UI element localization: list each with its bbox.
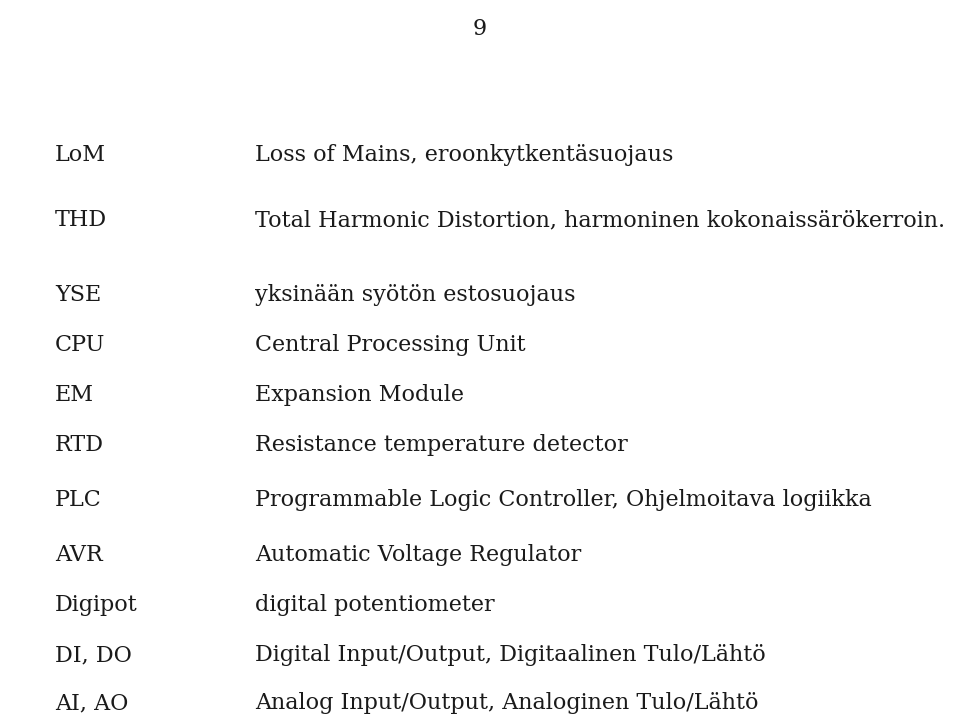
Text: Analog Input/Output, Analoginen Tulo/Lähtö: Analog Input/Output, Analoginen Tulo/Läh… — [255, 692, 758, 714]
Text: Loss of Mains, eroonkytkentäsuojaus: Loss of Mains, eroonkytkentäsuojaus — [255, 144, 673, 166]
Text: DI, DO: DI, DO — [55, 644, 132, 666]
Text: PLC: PLC — [55, 489, 102, 511]
Text: CPU: CPU — [55, 334, 106, 356]
Text: RTD: RTD — [55, 434, 104, 456]
Text: AVR: AVR — [55, 544, 103, 566]
Text: AI, AO: AI, AO — [55, 692, 129, 714]
Text: Digital Input/Output, Digitaalinen Tulo/Lähtö: Digital Input/Output, Digitaalinen Tulo/… — [255, 644, 766, 666]
Text: yksinään syötön estosuojaus: yksinään syötön estosuojaus — [255, 284, 575, 306]
Text: Total Harmonic Distortion, harmoninen kokonaissärökerroin.: Total Harmonic Distortion, harmoninen ko… — [255, 209, 946, 231]
Text: Central Processing Unit: Central Processing Unit — [255, 334, 526, 356]
Text: Programmable Logic Controller, Ohjelmoitava logiikka: Programmable Logic Controller, Ohjelmoit… — [255, 489, 872, 511]
Text: YSE: YSE — [55, 284, 101, 306]
Text: 9: 9 — [473, 18, 487, 40]
Text: Expansion Module: Expansion Module — [255, 384, 464, 406]
Text: Resistance temperature detector: Resistance temperature detector — [255, 434, 628, 456]
Text: digital potentiometer: digital potentiometer — [255, 594, 494, 616]
Text: Digipot: Digipot — [55, 594, 137, 616]
Text: THD: THD — [55, 209, 108, 231]
Text: LoM: LoM — [55, 144, 106, 166]
Text: EM: EM — [55, 384, 94, 406]
Text: Automatic Voltage Regulator: Automatic Voltage Regulator — [255, 544, 581, 566]
